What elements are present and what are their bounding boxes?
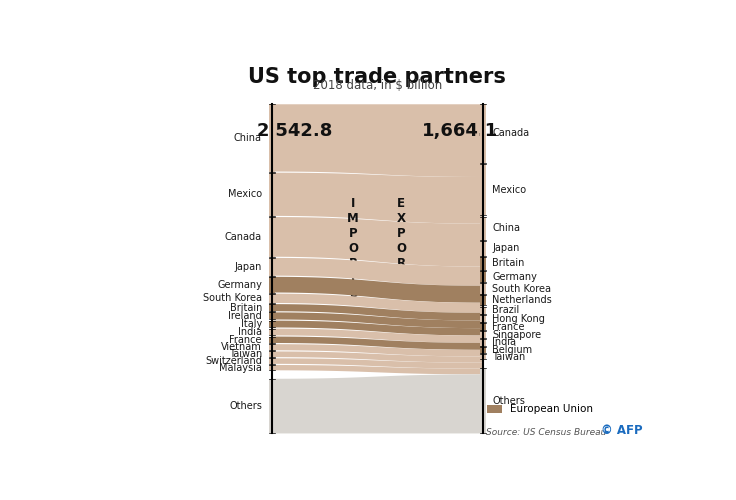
Polygon shape xyxy=(272,352,483,362)
Text: France: France xyxy=(492,322,525,332)
Text: Germany: Germany xyxy=(492,272,537,281)
Text: Others: Others xyxy=(492,396,526,406)
Legend: Non-European Union, European Union: Non-European Union, European Union xyxy=(342,400,598,418)
Polygon shape xyxy=(272,344,483,356)
Text: South Korea: South Korea xyxy=(203,294,262,304)
Polygon shape xyxy=(272,294,483,313)
Bar xyxy=(480,332,486,338)
Text: Mexico: Mexico xyxy=(492,184,526,194)
Bar xyxy=(480,315,486,322)
Text: India: India xyxy=(492,338,517,347)
Bar xyxy=(269,304,275,311)
Text: Switzerland: Switzerland xyxy=(205,356,262,366)
Polygon shape xyxy=(272,374,483,434)
Polygon shape xyxy=(272,320,483,336)
Bar xyxy=(480,257,486,270)
Bar xyxy=(480,241,486,256)
Text: 2,542.8: 2,542.8 xyxy=(256,122,333,140)
Text: India: India xyxy=(238,327,262,337)
Bar xyxy=(269,352,275,357)
Polygon shape xyxy=(272,312,483,328)
Text: Mexico: Mexico xyxy=(228,190,262,200)
Polygon shape xyxy=(272,104,483,177)
Polygon shape xyxy=(272,336,483,350)
Bar xyxy=(269,172,275,216)
Bar xyxy=(269,217,275,256)
Text: Netherlands: Netherlands xyxy=(492,296,552,306)
Text: Ireland: Ireland xyxy=(228,311,262,321)
Bar xyxy=(480,296,486,306)
Bar xyxy=(480,164,486,216)
Text: US top trade partners: US top trade partners xyxy=(248,67,506,87)
Bar xyxy=(480,284,486,294)
Bar xyxy=(480,271,486,282)
Text: Belgium: Belgium xyxy=(492,345,533,355)
Text: Britain: Britain xyxy=(230,302,262,312)
Text: E
X
P
O
R
T
S: E X P O R T S xyxy=(396,197,406,300)
Text: Japan: Japan xyxy=(492,244,520,254)
Bar xyxy=(480,368,486,434)
Bar xyxy=(269,294,275,303)
Text: Vietnam: Vietnam xyxy=(222,342,262,352)
Polygon shape xyxy=(272,172,483,224)
Text: Canada: Canada xyxy=(492,128,529,138)
Text: 1,664.1: 1,664.1 xyxy=(422,122,498,140)
Text: Germany: Germany xyxy=(217,280,262,289)
Bar xyxy=(269,379,275,434)
Text: South Korea: South Korea xyxy=(492,284,551,294)
Bar xyxy=(269,104,275,172)
Text: China: China xyxy=(234,133,262,143)
Bar xyxy=(480,324,486,330)
Bar xyxy=(269,312,275,320)
Text: 2018 data, in $ billion: 2018 data, in $ billion xyxy=(313,79,442,92)
Bar xyxy=(269,320,275,328)
Text: Source: US Census Bureau: Source: US Census Bureau xyxy=(486,428,606,436)
Text: Britain: Britain xyxy=(492,258,525,268)
Polygon shape xyxy=(272,217,483,266)
Text: Brazil: Brazil xyxy=(492,306,520,316)
Text: Taiwan: Taiwan xyxy=(229,350,262,360)
Polygon shape xyxy=(272,328,483,343)
Bar xyxy=(480,104,486,162)
Bar xyxy=(269,358,275,364)
Bar xyxy=(269,365,275,370)
Polygon shape xyxy=(272,358,483,368)
Bar xyxy=(269,258,275,276)
Polygon shape xyxy=(272,304,483,320)
Text: Canada: Canada xyxy=(225,232,262,242)
Text: Taiwan: Taiwan xyxy=(492,352,526,362)
Bar xyxy=(269,336,275,343)
Text: Malaysia: Malaysia xyxy=(219,362,262,372)
Text: Singapore: Singapore xyxy=(492,330,542,340)
Bar xyxy=(480,346,486,353)
Text: © AFP: © AFP xyxy=(601,424,643,436)
Text: China: China xyxy=(492,224,520,234)
Polygon shape xyxy=(272,365,483,374)
Bar xyxy=(269,277,275,292)
Text: Others: Others xyxy=(229,401,262,411)
Text: France: France xyxy=(230,335,262,345)
Bar xyxy=(480,339,486,345)
Text: Japan: Japan xyxy=(235,262,262,272)
Polygon shape xyxy=(272,258,483,286)
Polygon shape xyxy=(272,277,483,302)
Text: I
M
P
O
R
T
S: I M P O R T S xyxy=(347,197,359,300)
Text: Hong Kong: Hong Kong xyxy=(492,314,545,324)
Bar xyxy=(480,354,486,359)
Text: Italy: Italy xyxy=(241,319,262,329)
Bar xyxy=(480,216,486,240)
Bar xyxy=(480,306,486,314)
Bar xyxy=(269,344,275,350)
Bar xyxy=(269,328,275,336)
